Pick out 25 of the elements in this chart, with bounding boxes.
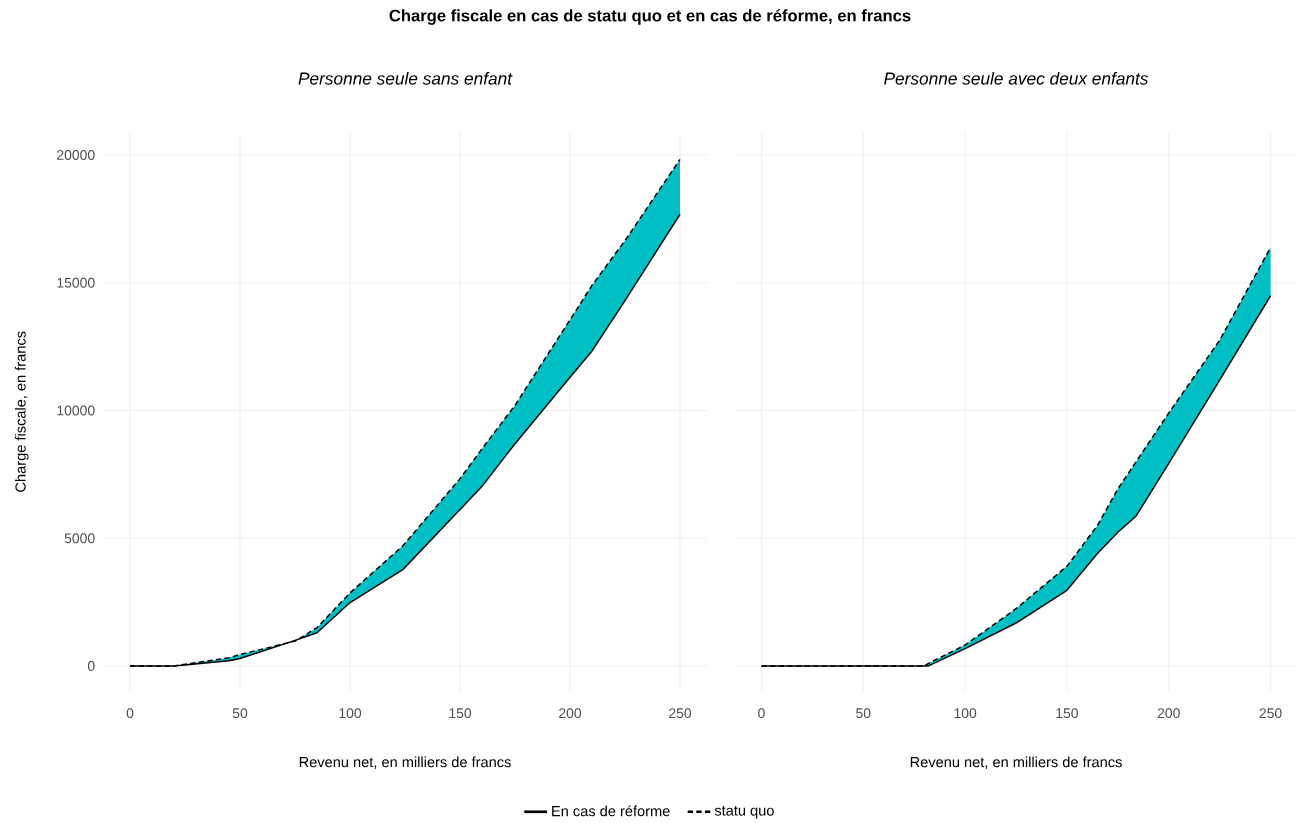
x-tick-label: 200 — [1157, 707, 1180, 718]
y-tick-label: 15000 — [57, 277, 95, 288]
x-tick-label: 100 — [954, 707, 977, 718]
y-axis-title: Charge fiscale, en francs — [14, 331, 29, 492]
legend-label: statu quo — [714, 805, 774, 819]
y-tick-label: 20000 — [57, 149, 95, 160]
x-tick-label: 200 — [559, 707, 582, 718]
x-tick-label: 50 — [232, 707, 248, 718]
x-axis-title: Revenu net, en milliers de francs — [299, 756, 511, 769]
y-tick-label: 0 — [87, 660, 95, 671]
x-tick-label: 150 — [449, 707, 472, 718]
x-tick-label: 50 — [856, 707, 871, 718]
y-tick-label: 5000 — [64, 533, 95, 543]
x-tick-label: 0 — [758, 707, 765, 718]
x-tick-label: 100 — [339, 707, 362, 718]
x-tick-label: 0 — [126, 707, 134, 718]
x-tick-label: 150 — [1056, 707, 1079, 718]
chart-subtitle: Personne seule sans enfant — [298, 71, 513, 85]
y-tick-label: 10000 — [57, 405, 95, 416]
chart-subtitle: Personne seule avec deux enfants — [884, 71, 1149, 85]
chart-title: Charge fiscale en cas de statu quo et en cas de réforme, en francs — [389, 8, 911, 25]
legend-label: En cas de réforme — [552, 805, 670, 817]
x-tick-label: 250 — [669, 707, 692, 718]
x-axis-title: Revenu net, en milliers de francs — [910, 756, 1122, 769]
x-tick-label: 250 — [1259, 707, 1282, 718]
